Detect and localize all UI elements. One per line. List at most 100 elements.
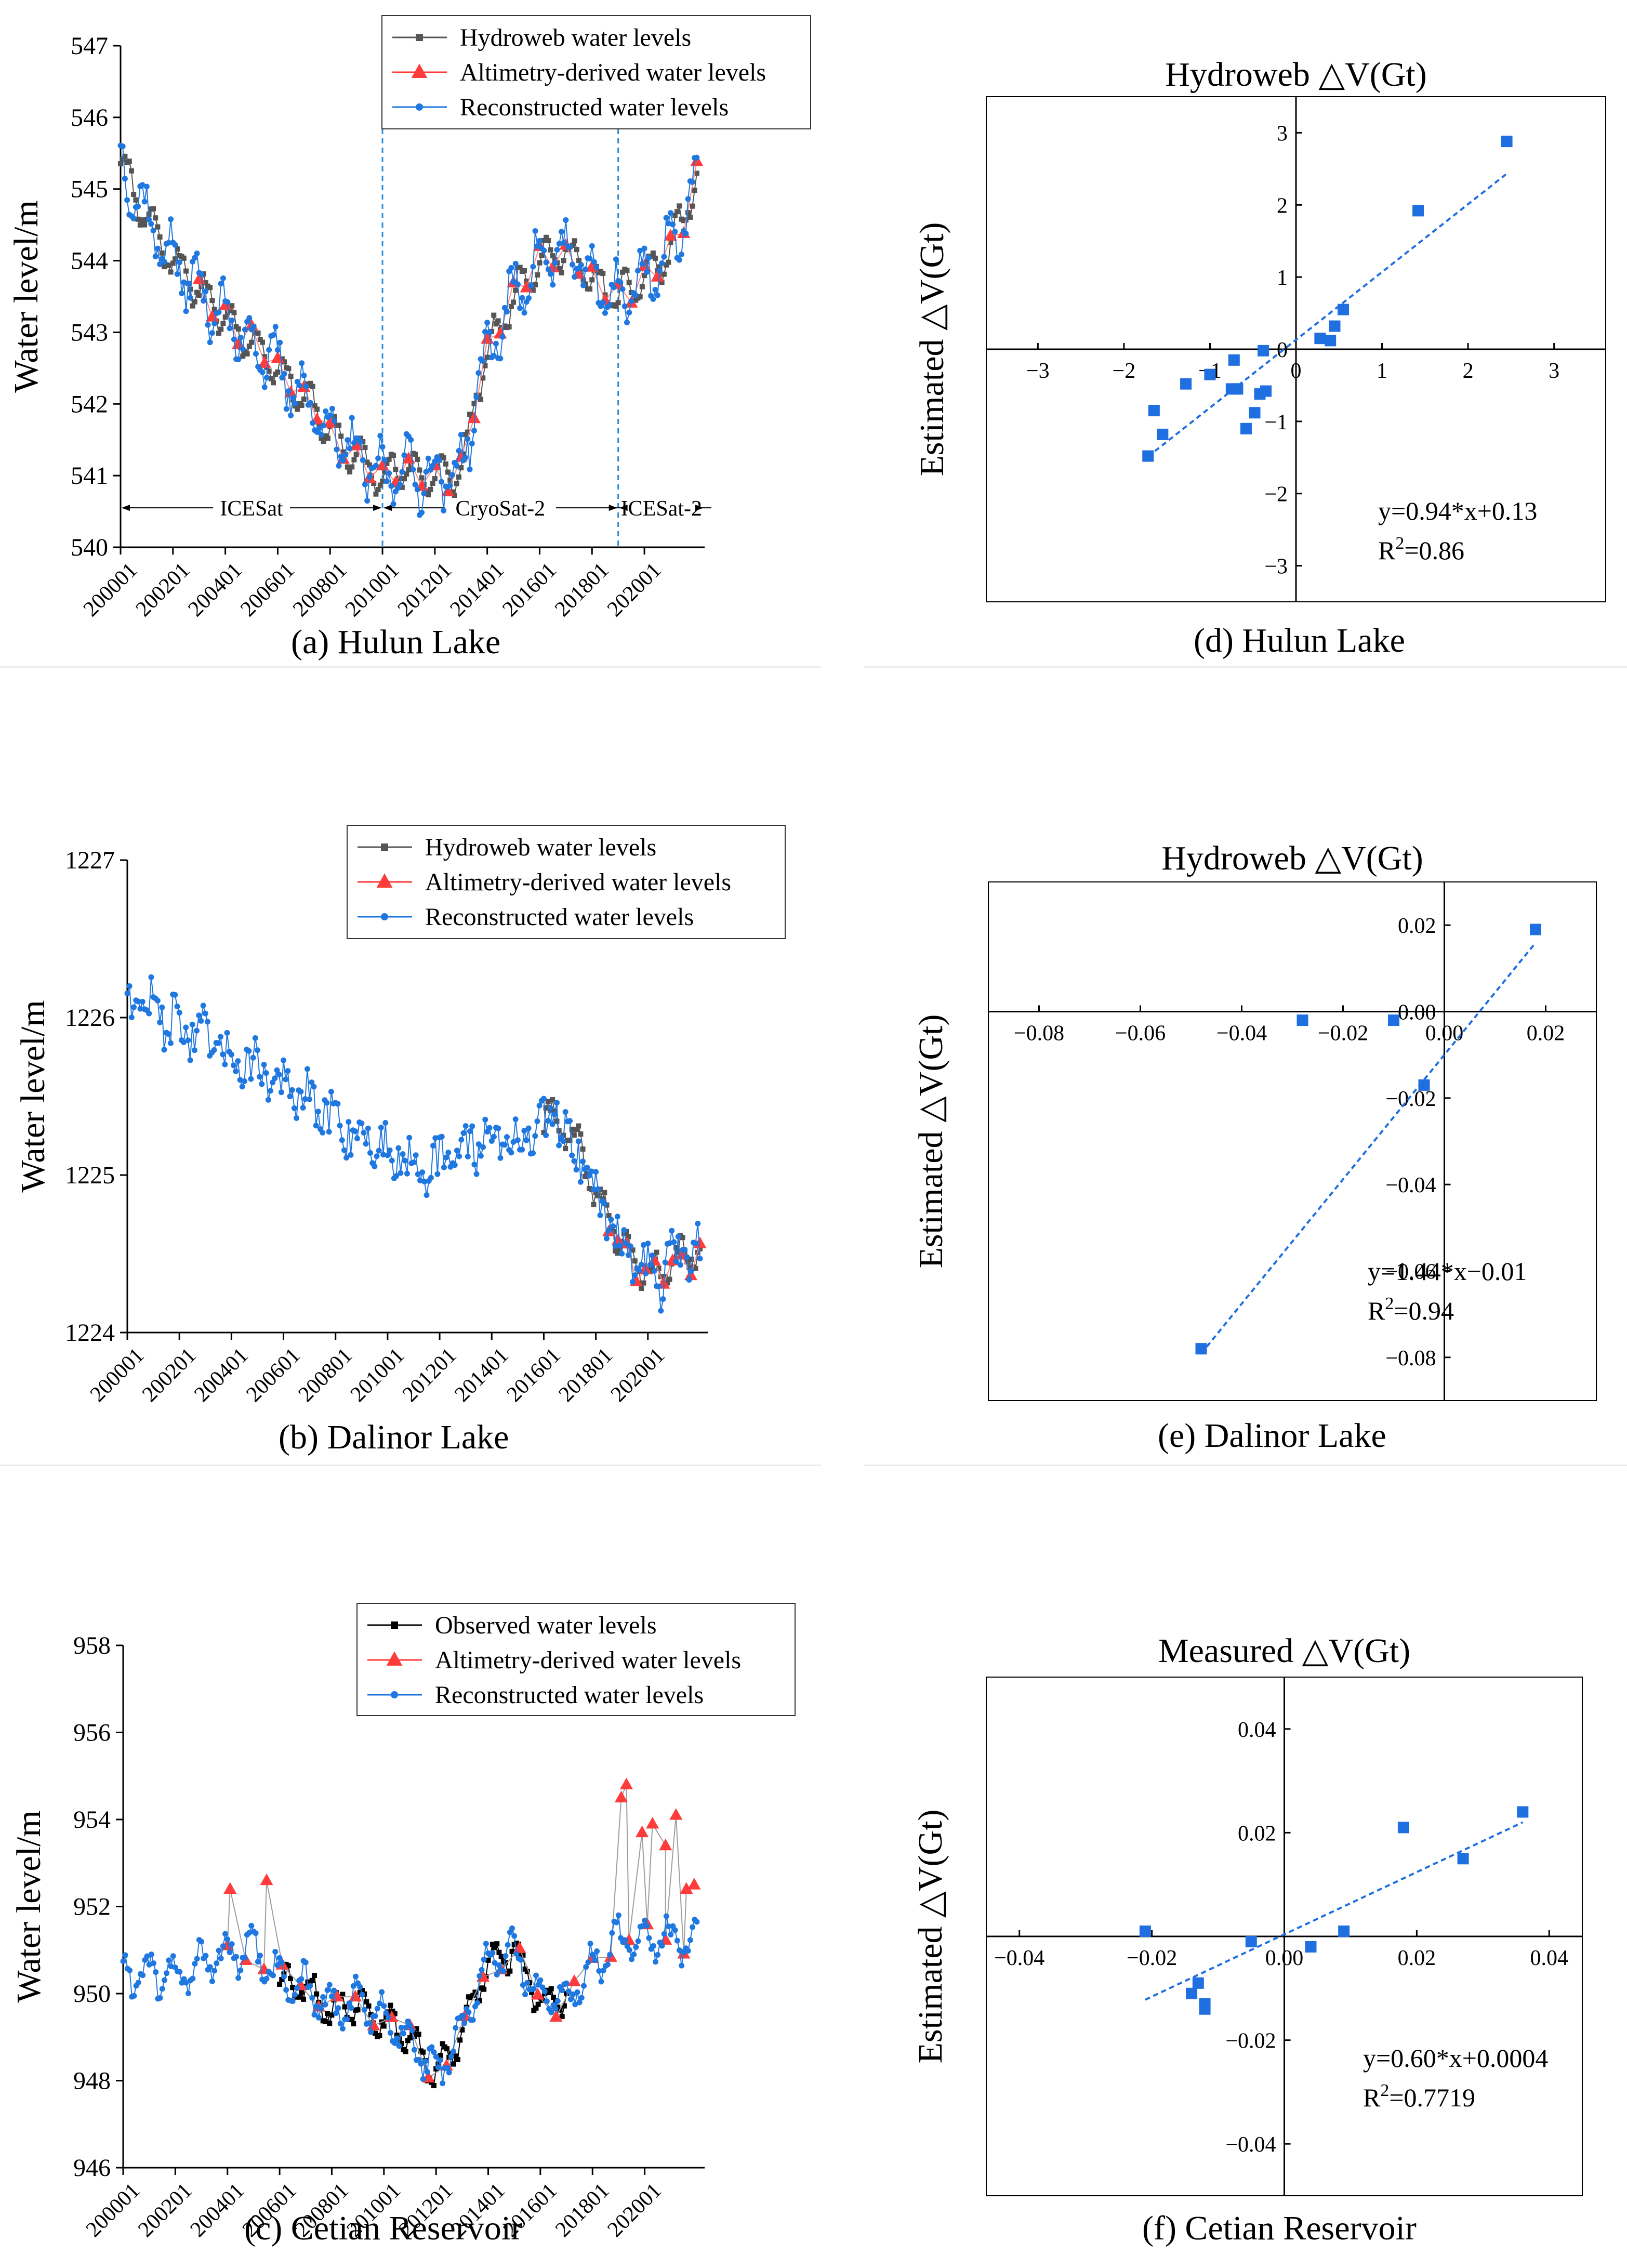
data-point <box>390 501 396 507</box>
data-point <box>587 256 593 262</box>
data-point <box>153 1969 159 1975</box>
data-point <box>438 479 444 485</box>
data-point <box>583 266 589 272</box>
data-point <box>585 1959 591 1966</box>
data-point <box>286 366 292 372</box>
data-point <box>501 1142 508 1148</box>
data-point <box>674 209 680 215</box>
data-point <box>316 423 322 428</box>
data-point <box>553 1100 560 1106</box>
data-point <box>456 447 462 454</box>
data-point <box>535 2001 541 2007</box>
data-point <box>270 332 276 338</box>
scatter-point <box>1157 428 1169 440</box>
data-point <box>424 488 429 494</box>
data-point <box>279 1977 285 1983</box>
scatter-chart-d: Hydroweb △V(Gt) Estimated △V(Gt) −3 −2 −1 0 1 2… <box>913 56 1606 602</box>
data-point <box>536 1102 543 1109</box>
data-point <box>541 1130 547 1136</box>
data-point <box>142 222 148 228</box>
data-point <box>523 1137 530 1143</box>
data-point <box>608 1217 614 1223</box>
data-point <box>539 253 545 258</box>
data-point <box>399 2040 404 2046</box>
r-squared-value: =0.7719 <box>1389 2083 1475 2112</box>
data-point <box>611 1229 616 1234</box>
data-point <box>640 1242 646 1248</box>
legend: Observed water levels Altimetry-derived w… <box>356 1603 796 1716</box>
data-point <box>288 373 294 379</box>
data-point <box>237 1077 243 1083</box>
data-point <box>475 1141 482 1148</box>
data-point <box>172 242 178 248</box>
data-point <box>504 309 510 315</box>
y-tick-label: 946 <box>73 2154 111 2182</box>
data-point <box>471 401 477 406</box>
data-point <box>569 261 575 268</box>
data-point <box>216 309 222 315</box>
data-point <box>479 1967 485 1973</box>
data-point <box>646 1935 652 1941</box>
data-point <box>311 1973 317 1979</box>
data-point <box>159 250 165 256</box>
data-point <box>666 1923 672 1930</box>
x-tick-label: 1 <box>1377 359 1387 383</box>
data-point <box>519 295 525 301</box>
data-point <box>695 1220 701 1227</box>
data-point <box>340 1992 346 1997</box>
data-point <box>307 400 313 406</box>
data-point <box>283 1987 289 1993</box>
data-point <box>242 326 248 333</box>
caption-a: (a) Hulun Lake <box>291 623 501 661</box>
data-point <box>315 2014 322 2021</box>
data-point <box>175 246 180 252</box>
data-point <box>421 1179 428 1185</box>
data-point <box>320 1994 326 2000</box>
data-point <box>223 1882 237 1894</box>
data-point <box>613 256 619 262</box>
data-point <box>148 974 154 980</box>
data-point <box>320 1129 326 1136</box>
data-point <box>240 346 246 352</box>
data-point <box>170 260 176 266</box>
x-tick-label: 200001 <box>79 558 142 622</box>
data-point <box>400 1151 406 1157</box>
data-point <box>580 1158 586 1165</box>
data-point <box>397 476 403 481</box>
data-point <box>216 1947 222 1954</box>
mission-arrowhead <box>373 505 382 511</box>
data-point <box>283 1076 289 1083</box>
data-point <box>400 2030 406 2037</box>
mission-label: CryoSat-2 <box>456 497 546 521</box>
data-point <box>268 376 274 381</box>
data-point <box>550 1995 556 2000</box>
scatter-point <box>1199 2003 1211 2015</box>
data-point <box>165 240 171 246</box>
scatter-point <box>1240 423 1252 434</box>
x-tick-label: 201201 <box>398 1343 461 1407</box>
data-point <box>496 1962 502 1968</box>
data-point <box>667 1240 673 1246</box>
data-point <box>408 437 414 443</box>
data-point <box>146 1010 152 1017</box>
data-point <box>632 292 639 298</box>
data-point <box>333 2010 339 2016</box>
data-point <box>272 324 279 330</box>
data-point <box>157 1019 163 1025</box>
data-point <box>645 1241 651 1247</box>
data-point <box>446 2069 452 2076</box>
data-point <box>339 2026 346 2032</box>
x-tick-label: 201801 <box>554 1343 617 1407</box>
data-point <box>548 1986 554 1992</box>
data-point <box>135 1980 141 1986</box>
data-point <box>263 1975 270 1982</box>
data-point <box>617 279 624 285</box>
legend-marker <box>416 103 423 111</box>
data-point <box>403 2024 409 2030</box>
data-point <box>578 1995 585 2001</box>
data-point <box>194 289 200 295</box>
data-point <box>211 1047 217 1053</box>
data-point <box>548 247 553 253</box>
data-point <box>495 1125 501 1131</box>
data-point <box>377 432 383 439</box>
